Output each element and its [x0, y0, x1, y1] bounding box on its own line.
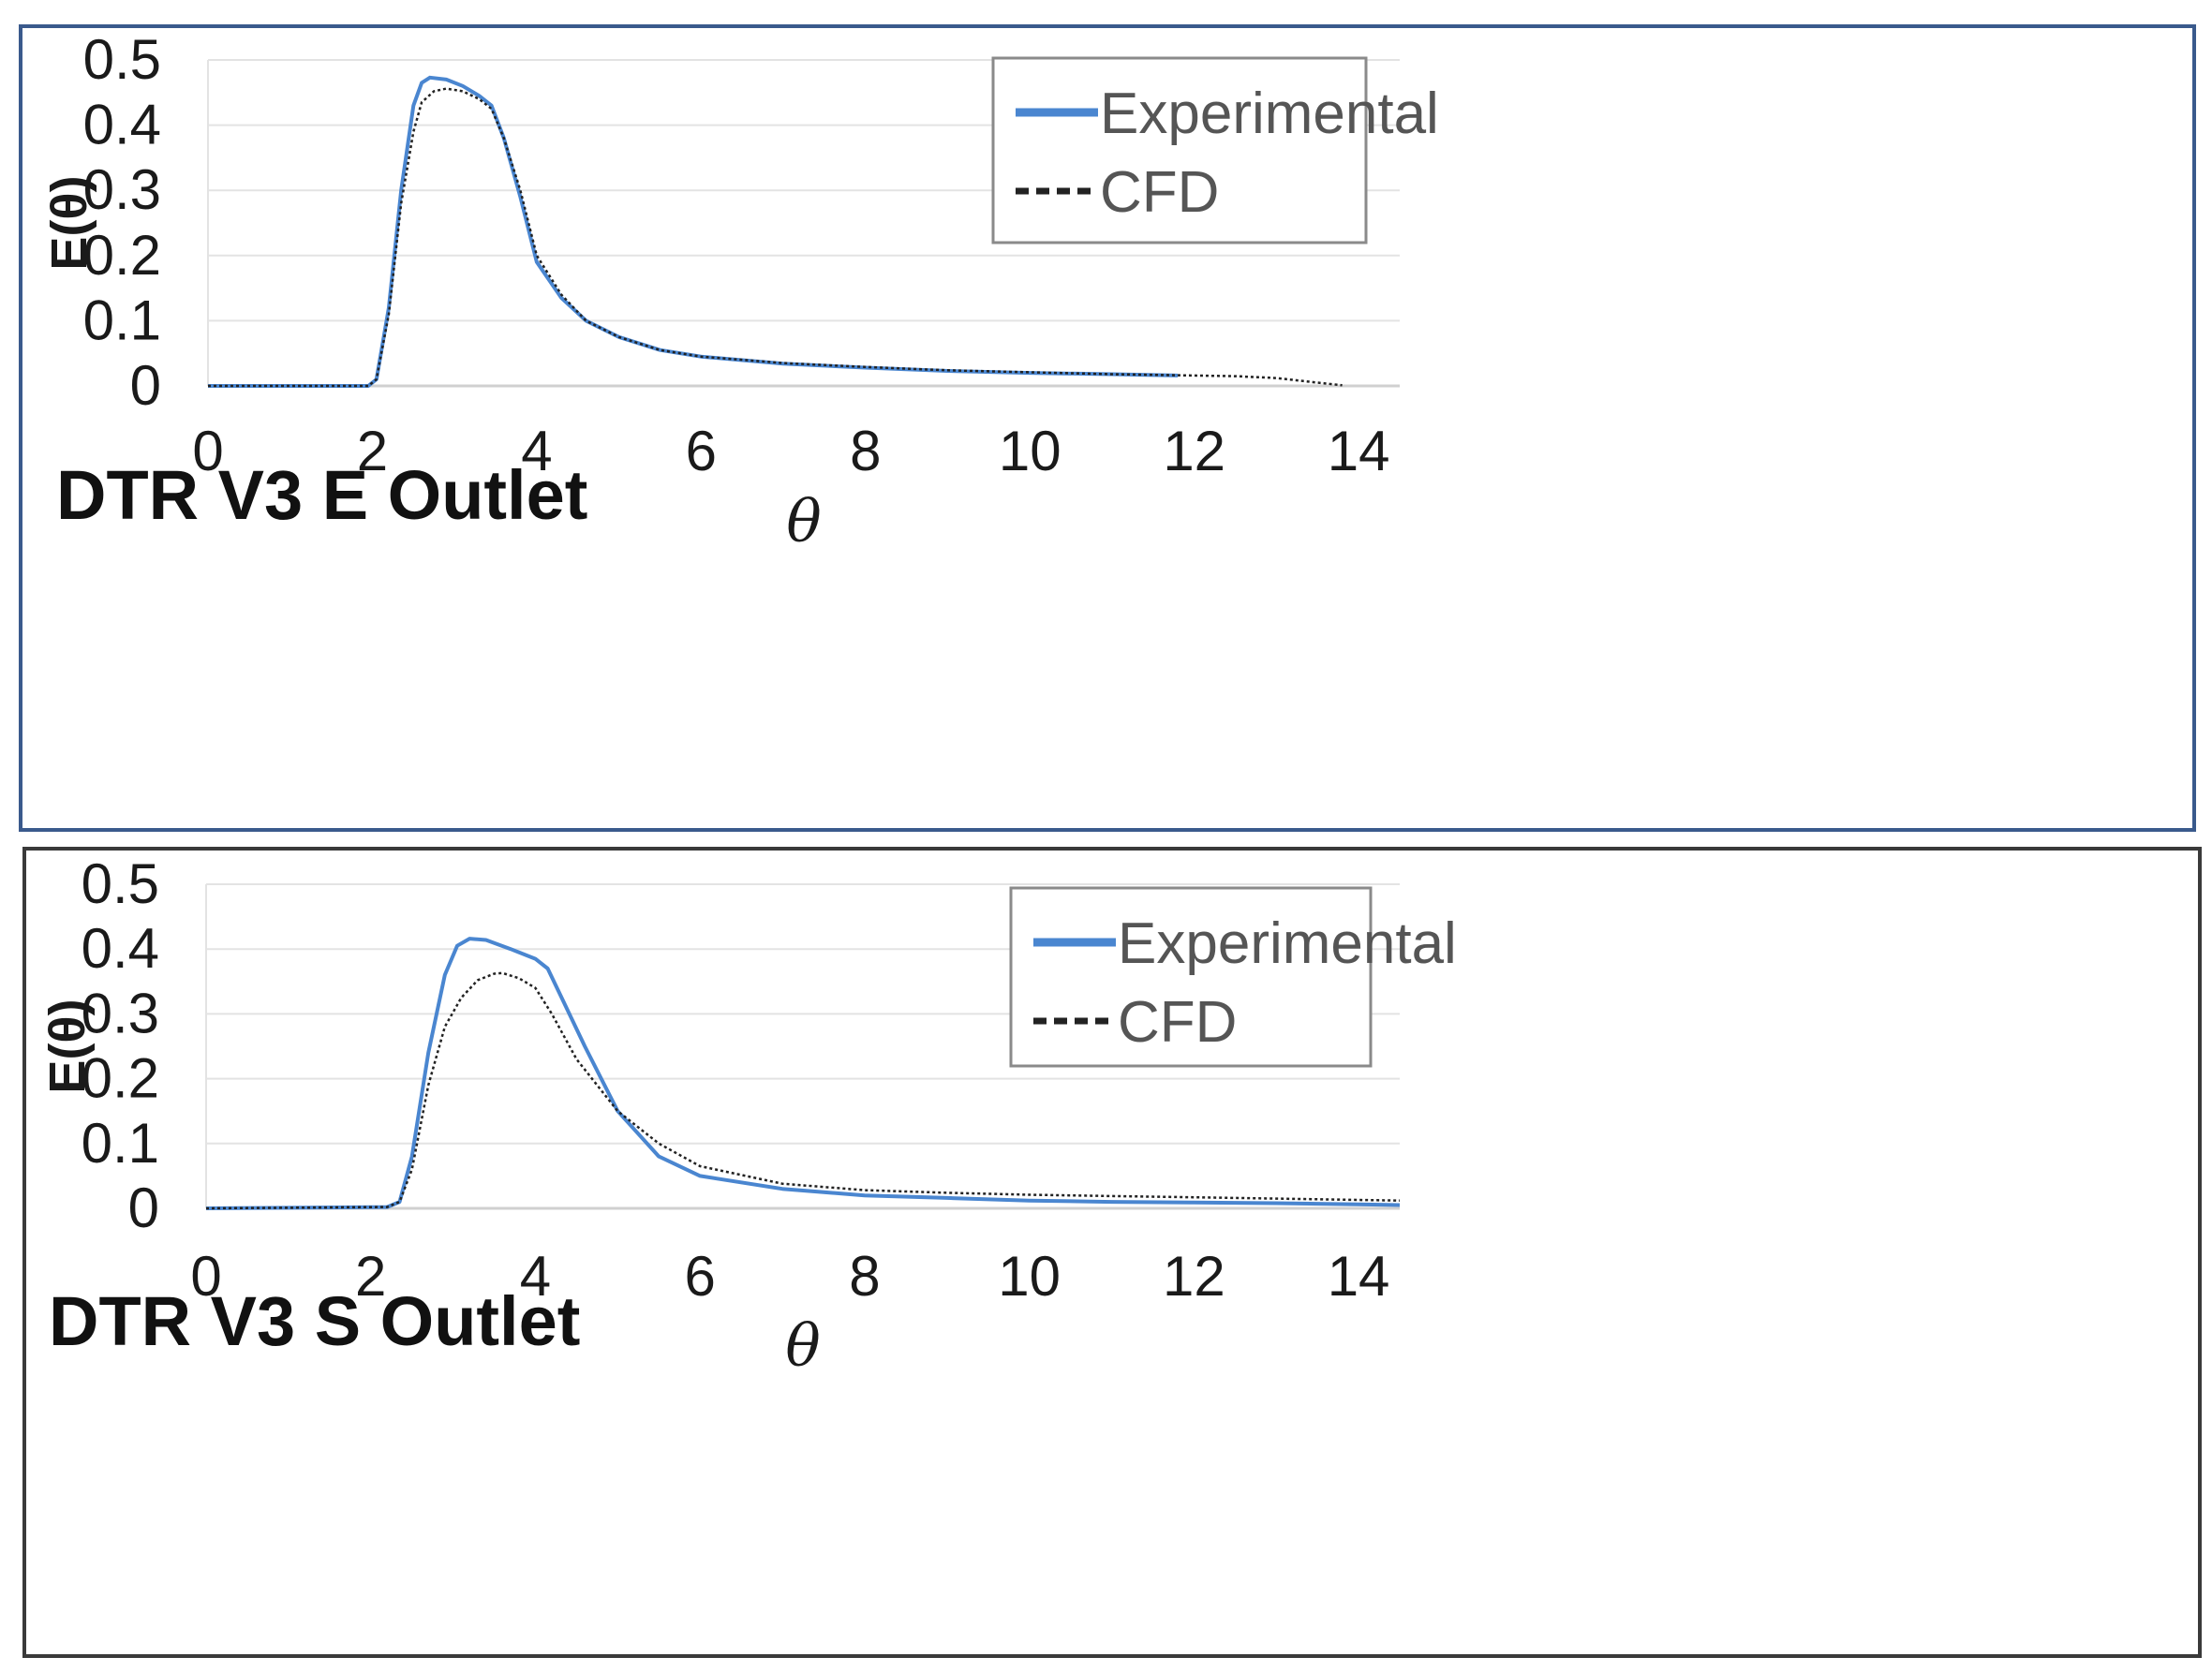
x-tick-label: 6: [686, 420, 717, 482]
x-tick-label: 10: [999, 420, 1061, 482]
legend-label-experimental: Experimental: [1100, 81, 1439, 146]
y-tick-label: 0: [130, 354, 161, 417]
x-tick-label: 10: [998, 1245, 1061, 1308]
y-tick-label: 0.3: [83, 158, 161, 221]
y-tick-label: 0.3: [82, 982, 159, 1044]
y-tick-label: 0.4: [82, 917, 159, 980]
x-tick-label: 14: [1328, 420, 1390, 482]
x-tick-label: 4: [521, 420, 552, 482]
x-tick-label: 0: [192, 420, 223, 482]
y-tick-label: 0.2: [82, 1047, 159, 1110]
x-tick-label: 12: [1163, 1245, 1225, 1308]
x-tick-label: 12: [1163, 420, 1225, 482]
legend-label-cfd: CFD: [1100, 160, 1219, 225]
chart-panel-s-outlet: 0 0.1 0.2 0.3 0.4 0.5 0 2 4 6 8 10 12 14 E(θ) θ DTR V3 S…: [22, 847, 2202, 1658]
chart-title: DTR V3 S Outlet: [49, 1282, 580, 1360]
series-line-experimental: [205, 937, 1401, 1210]
y-tick-label: 0.2: [83, 224, 161, 287]
x-tick-label: 8: [849, 1245, 880, 1308]
y-tick-label: 0: [128, 1176, 159, 1239]
x-tick-label: 2: [355, 1245, 386, 1308]
x-tick-label: 14: [1328, 1245, 1390, 1308]
y-axis-label: E(θ): [41, 175, 97, 270]
y-tick-label: 0.5: [83, 28, 161, 91]
y-tick-label: 0.5: [82, 852, 159, 915]
y-tick-label: 0.1: [83, 289, 161, 351]
x-tick-label: 2: [357, 420, 388, 482]
y-tick-label: 0.1: [82, 1112, 159, 1175]
x-tick-label: 0: [190, 1245, 221, 1308]
series-line-cfd: [208, 87, 1343, 388]
y-axis-label: E(θ): [39, 999, 96, 1093]
legend-box: [1009, 886, 1373, 1068]
x-tick-label: 4: [520, 1245, 551, 1308]
x-axis-label: θ: [785, 1311, 820, 1380]
legend-label-experimental: Experimental: [1118, 911, 1457, 976]
chart-title: DTR V3 E Outlet: [56, 456, 587, 534]
legend: Experimental CFD: [991, 56, 1439, 244]
legend-box: [991, 56, 1368, 244]
x-axis-label: θ: [786, 487, 821, 555]
y-tick-label: 0.4: [83, 94, 161, 156]
series-line-cfd: [205, 971, 1401, 1210]
legend-label-cfd: CFD: [1118, 990, 1237, 1055]
x-tick-label: 6: [684, 1245, 715, 1308]
chart-panel-e-outlet: 0 0.1 0.2 0.3 0.4 0.5 0 2 4 6 8 10 12 14 E(θ) θ DTR V3 E…: [19, 24, 2196, 832]
legend: Experimental CFD: [1009, 886, 1457, 1068]
x-tick-label: 8: [850, 420, 881, 482]
